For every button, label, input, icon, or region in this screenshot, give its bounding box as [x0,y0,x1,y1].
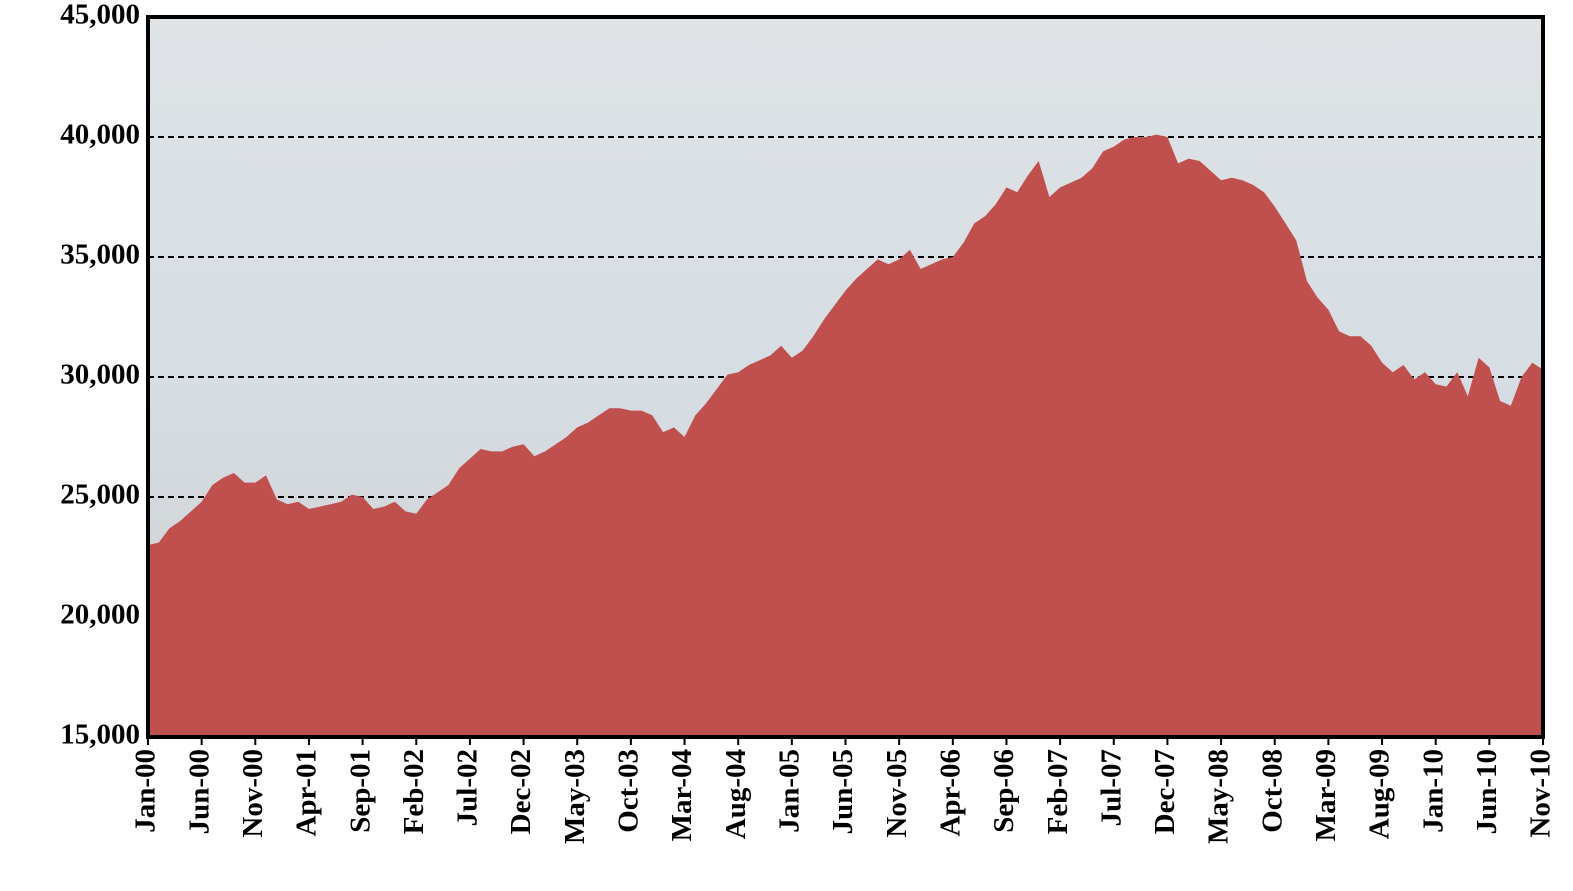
y-tick-label: 45,000 [60,0,140,31]
x-tick-label: Oct-03 [613,749,645,833]
x-tick-label: Jul-07 [1095,749,1127,826]
y-tick-label: 30,000 [60,359,140,391]
x-tick-label: Jun-05 [827,749,859,834]
area [148,134,1543,738]
x-tick-label: Oct-08 [1256,749,1288,833]
x-tick-label: Apr-06 [934,749,966,837]
x-tick-label: Feb-02 [398,749,430,834]
y-tick-label: 15,000 [60,719,140,751]
x-tick-label: Feb-07 [1042,749,1074,834]
x-tick-label: Apr-01 [291,749,323,837]
x-tick-label: Dec-02 [505,749,537,834]
y-tick-label: 35,000 [60,239,140,271]
x-tick-label: Nov-05 [881,749,913,838]
x-tick-label: Dec-07 [1149,749,1181,834]
x-tick-label: Sep-01 [344,749,376,833]
x-tick-label: May-03 [559,749,591,844]
y-tick-label: 20,000 [60,599,140,631]
x-tick-label: Jan-05 [774,749,806,833]
x-tick-label: Jun-00 [183,749,215,834]
x-tick-label: Nov-10 [1525,749,1557,838]
x-tick-label: Aug-09 [1364,749,1396,839]
x-tick-label: Mar-09 [1310,749,1342,841]
x-tick-label: Nov-00 [237,749,269,838]
x-tick-label: Aug-04 [720,749,752,839]
x-tick-label: Jul-02 [452,749,484,826]
y-tick-label: 25,000 [60,479,140,511]
x-tick-label: Jan-00 [130,749,162,833]
y-tick-label: 40,000 [60,119,140,151]
x-tick-label: Sep-06 [988,749,1020,833]
x-tick-label: Jun-10 [1471,749,1503,834]
x-tick-label: Jan-10 [1417,749,1449,833]
x-tick-label: May-08 [1203,749,1235,844]
x-tick-label: Mar-04 [666,749,698,841]
